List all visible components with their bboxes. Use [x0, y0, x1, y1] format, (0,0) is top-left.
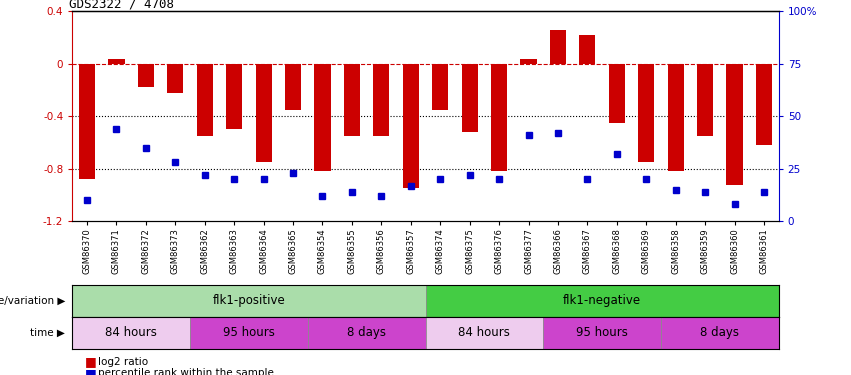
Bar — [543, 317, 661, 349]
Bar — [314, 64, 330, 171]
Bar — [667, 64, 683, 171]
Bar — [661, 317, 779, 349]
Text: percentile rank within the sample: percentile rank within the sample — [98, 368, 274, 375]
Bar — [344, 64, 360, 136]
Bar — [550, 30, 566, 64]
Bar — [426, 285, 779, 317]
Bar — [168, 64, 184, 93]
Bar — [190, 317, 308, 349]
Bar — [197, 64, 213, 136]
Text: 84 hours: 84 hours — [459, 326, 511, 339]
Bar — [756, 64, 772, 145]
Text: 8 days: 8 days — [347, 326, 386, 339]
Text: 95 hours: 95 hours — [576, 326, 628, 339]
Text: flk1-negative: flk1-negative — [563, 294, 641, 307]
Bar — [72, 317, 190, 349]
Bar — [727, 64, 743, 184]
Bar — [255, 64, 271, 162]
Bar — [285, 64, 301, 110]
Bar — [608, 64, 625, 123]
Bar — [138, 64, 154, 87]
Text: ■: ■ — [85, 367, 97, 375]
Bar — [432, 64, 448, 110]
Bar — [308, 317, 426, 349]
Text: 84 hours: 84 hours — [106, 326, 157, 339]
Text: ■: ■ — [85, 356, 97, 368]
Bar — [403, 64, 419, 188]
Text: flk1-positive: flk1-positive — [213, 294, 285, 307]
Bar — [79, 64, 95, 179]
Text: genotype/variation ▶: genotype/variation ▶ — [0, 296, 66, 306]
Bar — [580, 35, 596, 64]
Bar — [521, 58, 537, 64]
Bar — [426, 317, 543, 349]
Text: 95 hours: 95 hours — [223, 326, 275, 339]
Bar — [491, 64, 507, 171]
Bar — [374, 64, 390, 136]
Bar — [461, 64, 477, 132]
Text: time ▶: time ▶ — [31, 328, 66, 338]
Text: GDS2322 / 4708: GDS2322 / 4708 — [69, 0, 174, 10]
Text: log2 ratio: log2 ratio — [98, 357, 148, 367]
Bar — [697, 64, 713, 136]
Text: 8 days: 8 days — [700, 326, 740, 339]
Bar — [72, 285, 426, 317]
Bar — [638, 64, 654, 162]
Bar — [226, 64, 243, 129]
Bar — [108, 58, 124, 64]
